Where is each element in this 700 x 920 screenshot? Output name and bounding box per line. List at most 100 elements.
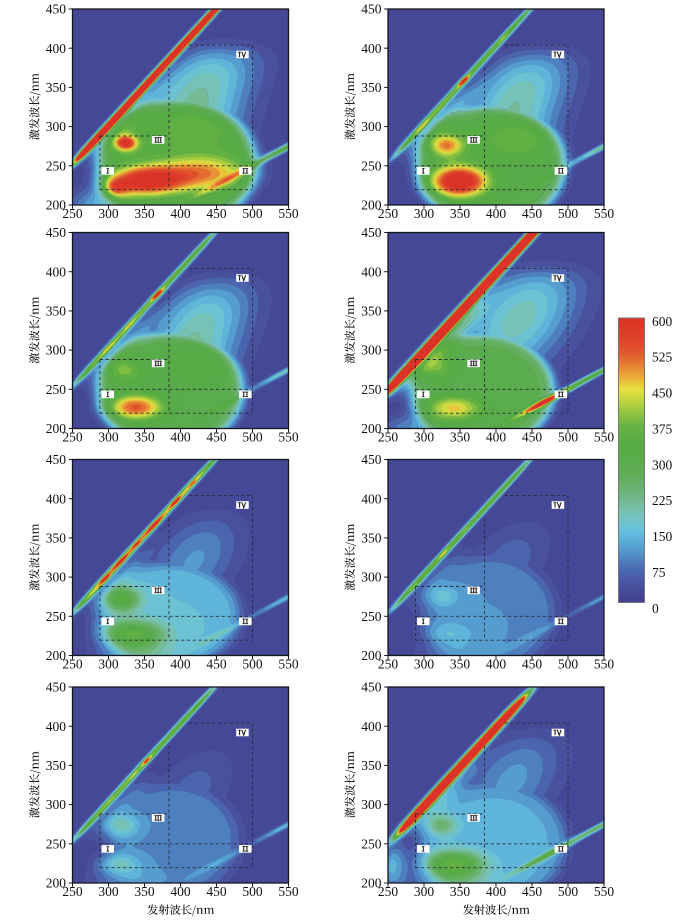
svg-text:350: 350 [361, 80, 382, 95]
svg-text:450: 450 [46, 225, 67, 240]
svg-text:400: 400 [486, 657, 507, 672]
svg-text:300: 300 [361, 797, 382, 812]
svg-text:400: 400 [486, 430, 507, 445]
svg-text:250: 250 [46, 158, 67, 173]
svg-text:200: 200 [46, 198, 67, 213]
svg-text:300: 300 [414, 657, 435, 672]
svg-text:350: 350 [46, 80, 67, 95]
svg-text:250: 250 [46, 609, 67, 624]
svg-text:450: 450 [206, 430, 227, 445]
svg-text:550: 550 [278, 430, 299, 445]
svg-text:500: 500 [558, 657, 579, 672]
svg-text:300: 300 [98, 206, 119, 221]
svg-text:300: 300 [414, 206, 435, 221]
svg-text:350: 350 [450, 206, 471, 221]
svg-text:550: 550 [594, 206, 615, 221]
svg-text:450: 450 [522, 430, 543, 445]
svg-text:150: 150 [652, 529, 673, 544]
svg-text:500: 500 [242, 430, 263, 445]
svg-text:500: 500 [558, 206, 579, 221]
svg-text:200: 200 [361, 648, 382, 663]
svg-text:375: 375 [652, 421, 673, 436]
svg-text:225: 225 [652, 493, 673, 508]
svg-text:300: 300 [46, 797, 67, 812]
svg-text:350: 350 [134, 884, 155, 899]
svg-text:550: 550 [278, 206, 299, 221]
svg-text:250: 250 [378, 884, 399, 899]
svg-text:400: 400 [486, 884, 507, 899]
svg-text:500: 500 [242, 884, 263, 899]
svg-text:450: 450 [206, 884, 227, 899]
svg-text:250: 250 [46, 836, 67, 851]
svg-text:600: 600 [652, 314, 673, 329]
svg-text:400: 400 [170, 884, 191, 899]
svg-text:450: 450 [46, 680, 67, 695]
svg-text:350: 350 [361, 304, 382, 319]
svg-text:350: 350 [450, 657, 471, 672]
svg-text:200: 200 [46, 648, 67, 663]
svg-text:350: 350 [46, 304, 67, 319]
svg-text:75: 75 [652, 565, 666, 580]
svg-text:450: 450 [206, 206, 227, 221]
svg-text:350: 350 [450, 430, 471, 445]
svg-text:250: 250 [378, 430, 399, 445]
svg-text:400: 400 [361, 491, 382, 506]
svg-text:300: 300 [98, 884, 119, 899]
svg-text:300: 300 [361, 570, 382, 585]
svg-text:400: 400 [486, 206, 507, 221]
svg-text:450: 450 [361, 2, 382, 17]
svg-text:300: 300 [652, 457, 673, 472]
svg-text:400: 400 [361, 41, 382, 56]
svg-text:200: 200 [361, 876, 382, 891]
svg-text:300: 300 [46, 570, 67, 585]
svg-text:300: 300 [98, 430, 119, 445]
svg-text:0: 0 [652, 601, 659, 616]
svg-text:250: 250 [378, 206, 399, 221]
svg-text:250: 250 [62, 884, 83, 899]
svg-text:250: 250 [62, 657, 83, 672]
svg-text:450: 450 [361, 225, 382, 240]
svg-text:550: 550 [594, 430, 615, 445]
svg-text:250: 250 [361, 836, 382, 851]
svg-text:350: 350 [134, 657, 155, 672]
svg-text:350: 350 [361, 531, 382, 546]
svg-text:400: 400 [46, 719, 67, 734]
svg-text:300: 300 [361, 343, 382, 358]
svg-text:550: 550 [278, 884, 299, 899]
svg-text:450: 450 [522, 657, 543, 672]
svg-text:300: 300 [361, 119, 382, 134]
svg-text:200: 200 [361, 421, 382, 436]
svg-text:450: 450 [206, 657, 227, 672]
svg-text:450: 450 [652, 386, 673, 401]
svg-text:450: 450 [46, 2, 67, 17]
svg-text:350: 350 [450, 884, 471, 899]
svg-text:550: 550 [278, 657, 299, 672]
svg-text:300: 300 [46, 343, 67, 358]
svg-text:250: 250 [378, 657, 399, 672]
svg-text:550: 550 [594, 884, 615, 899]
svg-text:450: 450 [522, 206, 543, 221]
svg-text:525: 525 [652, 350, 673, 365]
svg-text:350: 350 [361, 758, 382, 773]
svg-text:400: 400 [170, 657, 191, 672]
svg-text:450: 450 [522, 884, 543, 899]
svg-text:300: 300 [414, 430, 435, 445]
svg-text:400: 400 [46, 491, 67, 506]
svg-text:350: 350 [134, 206, 155, 221]
svg-text:250: 250 [62, 430, 83, 445]
svg-text:200: 200 [46, 421, 67, 436]
svg-text:250: 250 [46, 382, 67, 397]
svg-text:400: 400 [170, 206, 191, 221]
svg-text:450: 450 [361, 452, 382, 467]
svg-text:550: 550 [594, 657, 615, 672]
svg-text:350: 350 [46, 758, 67, 773]
svg-text:300: 300 [46, 119, 67, 134]
svg-text:300: 300 [98, 657, 119, 672]
svg-text:400: 400 [361, 719, 382, 734]
svg-text:400: 400 [361, 264, 382, 279]
svg-text:350: 350 [46, 531, 67, 546]
svg-text:250: 250 [361, 382, 382, 397]
svg-text:500: 500 [558, 884, 579, 899]
svg-text:500: 500 [242, 657, 263, 672]
svg-text:300: 300 [414, 884, 435, 899]
